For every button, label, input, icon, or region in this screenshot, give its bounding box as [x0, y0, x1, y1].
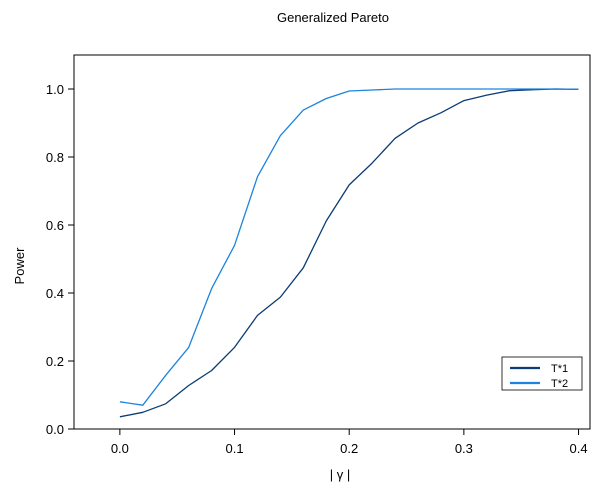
legend-box	[501, 356, 583, 391]
y-axis-label: Power	[12, 247, 27, 285]
x-axis-label: | γ |	[330, 467, 350, 482]
plot-frame	[73, 54, 591, 430]
y-axis: 0.0 0.2 0.4 0.6 0.8 1.0	[46, 82, 74, 437]
legend: T*1 T*2	[501, 356, 583, 391]
y-tick-label: 0.2	[46, 354, 64, 369]
x-axis: 0.0 0.1 0.2 0.3 0.4	[111, 429, 588, 456]
chart-title: Generalized Pareto	[277, 10, 389, 25]
y-tick-label: 0.0	[46, 422, 64, 437]
legend-label-t2: T*2	[551, 378, 568, 390]
y-tick-label: 0.4	[46, 286, 64, 301]
y-tick-label: 0.8	[46, 150, 64, 165]
x-tick-label: 0.4	[569, 441, 587, 456]
y-tick-label: 0.6	[46, 218, 64, 233]
x-tick-label: 0.3	[455, 441, 473, 456]
x-tick-label: 0.2	[340, 441, 358, 456]
series-line-t1	[119, 88, 579, 418]
legend-label-t1: T*1	[551, 363, 568, 375]
series-line-t2	[119, 88, 579, 406]
x-tick-label: 0.0	[111, 441, 129, 456]
y-tick-label: 1.0	[46, 82, 64, 97]
series-group	[119, 88, 579, 418]
x-tick-label: 0.1	[225, 441, 243, 456]
